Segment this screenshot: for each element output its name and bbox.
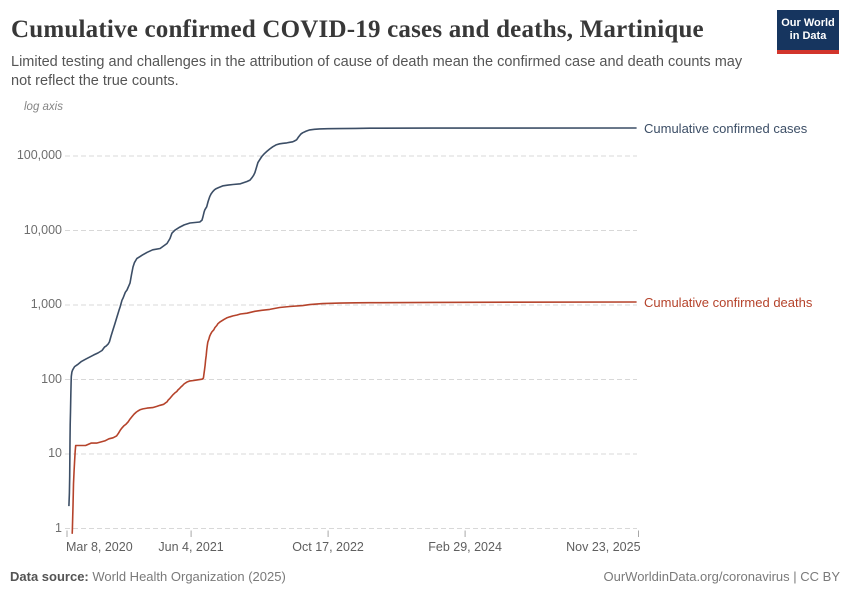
owid-logo-line2: in Data bbox=[789, 30, 827, 42]
y-axis-tick-label: 10,000 bbox=[23, 222, 62, 237]
footer-source-label: Data source: bbox=[10, 569, 89, 584]
chart-subtitle: Limited testing and challenges in the at… bbox=[11, 54, 743, 89]
x-axis-tick-label: Jun 4, 2021 bbox=[158, 540, 224, 554]
owid-logo-line1: Our World bbox=[781, 17, 835, 29]
y-axis-tick-label: 10 bbox=[48, 446, 62, 460]
log-axis-note: log axis bbox=[24, 101, 63, 113]
series-line-deaths[interactable] bbox=[71, 301, 637, 534]
y-axis-tick-label: 1 bbox=[55, 520, 62, 535]
x-axis-tick-label: Mar 8, 2020 bbox=[65, 540, 133, 554]
footer-source-value: World Health Organization (2025) bbox=[88, 569, 286, 584]
owid-logo[interactable]: Our World in Data bbox=[777, 10, 839, 54]
chart-title: Cumulative confirmed COVID-19 cases and … bbox=[11, 16, 704, 43]
y-axis-tick-label: 100,000 bbox=[16, 148, 62, 162]
series-label-cases[interactable]: Cumulative confirmed cases bbox=[644, 120, 808, 136]
y-axis-tick-label: 100 bbox=[41, 371, 62, 386]
footer-source: Data source: World Health Organization (… bbox=[10, 569, 286, 584]
x-axis-tick-label: Feb 29, 2024 bbox=[428, 540, 502, 554]
x-axis-tick-label: Oct 17, 2022 bbox=[292, 540, 364, 554]
y-axis-tick-label: 1,000 bbox=[30, 297, 62, 311]
series-label-deaths[interactable]: Cumulative confirmed deaths bbox=[644, 294, 813, 310]
series-line-cases[interactable] bbox=[68, 127, 637, 507]
footer-credit-link[interactable]: OurWorldinData.org/coronavirus | CC BY bbox=[603, 569, 840, 584]
x-axis-tick-label: Nov 23, 2025 bbox=[566, 540, 641, 554]
